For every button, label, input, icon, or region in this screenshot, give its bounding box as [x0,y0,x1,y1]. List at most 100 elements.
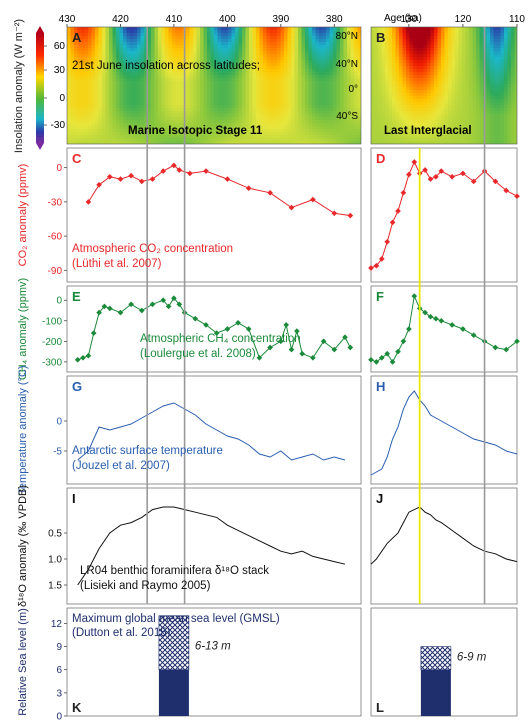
y-axis-label: Insolation anomaly (W m⁻²) [13,19,25,153]
ch4-point [288,346,295,353]
panel-letter: L [376,700,384,715]
temperature-lig-line [370,390,518,476]
insolation-panel-b [370,26,518,145]
panel-letter: D [376,151,385,166]
ch4-point [422,309,428,316]
panel-frames [66,147,518,717]
time-markers [146,27,486,604]
ch4-point [192,315,199,322]
panel-letter: I [72,491,76,506]
sea-level-bar-mis11-solid [158,669,189,716]
ch4-point [320,338,327,345]
d18o-mis11-line [77,506,346,586]
ch4-point [245,326,252,332]
ch4-point [213,330,220,336]
ch4-point [406,326,412,332]
co2-point [347,212,354,219]
co2-point [449,173,455,180]
co2-point [310,196,316,203]
ch4-point [400,338,407,345]
latitude-tick-label: 40°N [336,59,358,70]
co2-point [368,265,374,271]
top-tick-label: 420 [112,14,129,25]
y-axis-label: δ¹⁸O anomaly (‰ VPDB) [17,485,29,607]
y-axis-label: CO₂ anomaly (ppmv) [17,164,29,267]
co2-point [160,168,167,174]
sea-level-ytick-label: 3 [56,688,62,699]
ch4-ytick-label: -300 [42,357,62,368]
d18o-lig-line [370,506,518,565]
ch4-point [342,334,348,341]
lig-label: Last Interglacial [384,125,472,137]
co2-ytick-label: -90 [48,266,63,277]
ch4-point [503,346,510,353]
panel-annotations: 21st June insolation across latitudes; Ma… [72,60,487,664]
co2-point [378,256,385,262]
colorbar-tick-label: 0 [59,93,65,104]
y-axis-label: CH₄ anomaly (ppmv) [17,278,29,380]
ch4-point [74,356,81,363]
ch4-point [85,352,92,359]
panel-letter: F [376,289,384,304]
co2-point [85,199,92,205]
ch4-point [256,354,263,361]
latitude-tick-label: 0° [348,84,358,95]
ch4-point [460,326,466,332]
temperature-ytick-label: -5 [53,447,62,458]
ch4-point [411,293,418,299]
ch4-lig-line [370,294,518,363]
sea-level-ytick-label: 6 [56,665,62,676]
top-tick-label: 430 [59,14,76,25]
co2-point [411,159,418,165]
colorbar-tick-label: 30 [54,65,66,76]
co2-point [331,210,338,217]
panel-letter: E [72,289,81,304]
co2-mis11-line [87,164,351,217]
co2-ytick-label: -30 [48,197,63,208]
ch4-point [433,315,439,322]
co2-point [373,262,380,269]
co2-point [422,167,428,173]
ch4-point [331,346,338,353]
co2-point [427,176,434,182]
ch4-point [149,301,156,308]
ch4-point [171,295,177,302]
panel-letter: K [72,700,82,715]
ch4-point [267,344,273,351]
ch4-ytick-label: -200 [42,337,62,348]
colorbar-tick-label: 60 [54,41,66,52]
co2-point [384,238,391,245]
sea-level-annotation-title: Maximum global mean sea level (GMSL) [72,613,280,625]
co2-point [438,168,445,174]
co2-point [503,187,510,194]
co2-point [176,167,183,173]
ch4-point [80,354,86,361]
ch4-point [427,313,434,320]
ch4-point [101,303,108,310]
ch4-point [299,350,306,357]
co2-point [460,170,466,177]
co2-point [470,178,477,185]
co2-point [395,208,401,214]
ch4-point [160,297,167,304]
ch4-point [235,319,241,326]
top-tick-label: 380 [326,14,343,25]
co2-point [406,171,412,178]
co2-point [138,178,145,185]
top-age-axis: Age (ka) 430 420 410 400 390 380 130 120 110 [59,13,525,27]
top-tick-label: 110 [509,14,525,25]
ch4-point [117,309,124,316]
co2-point [203,168,209,174]
top-tick-label: 120 [455,14,472,25]
age-axis-label: Age (ka) [384,13,422,24]
ch4-point [277,338,284,345]
panel-letter: B [376,30,385,45]
co2-point [117,176,124,182]
y-axis-labels: Insolation anomaly (W m⁻²) CO₂ anomaly (p… [13,19,29,716]
co2-point [288,204,295,211]
ch4-annotation-source: (Loulergue et al. 2008) [140,348,256,360]
ch4-point [128,301,134,308]
latitude-tick-label: 40°S [336,111,358,122]
d18o-ytick-label: 1.5 [48,581,62,592]
ch4-point [310,354,316,361]
